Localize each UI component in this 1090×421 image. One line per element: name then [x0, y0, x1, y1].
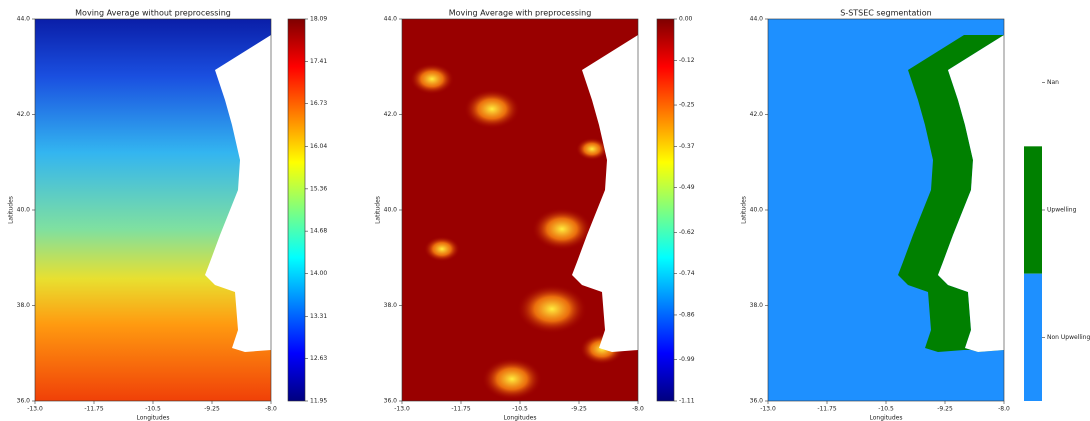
class-label: Nan	[1047, 79, 1059, 86]
class-swatch	[1024, 146, 1042, 274]
land	[938, 18, 1005, 352]
x-axis-label: Longitudes	[870, 415, 903, 421]
class-swatch	[1024, 273, 1042, 401]
panel: Moving Average with preprocessing Longitu…	[375, 9, 695, 421]
colorbar-tick-label: 15.36	[310, 185, 327, 192]
y-tick-label: 40.0	[384, 207, 398, 214]
land	[572, 18, 639, 352]
y-tick-label: 42.0	[17, 111, 31, 118]
land	[205, 18, 272, 352]
colorbar-tick-label: -0.62	[679, 229, 695, 236]
colorbar-tick-label: 17.41	[310, 58, 327, 65]
chart-title: Moving Average without preprocessing	[75, 9, 231, 18]
chart-title: S-STSEC segmentation	[840, 9, 932, 18]
x-tick-label: -13.0	[27, 406, 43, 413]
x-tick-label: -10.5	[512, 406, 528, 413]
class-label: Upwelling	[1047, 207, 1077, 214]
x-tick-label: -8.0	[265, 406, 277, 413]
anomaly	[424, 236, 460, 262]
y-tick-label: 38.0	[384, 302, 398, 309]
colorbar-tick-label: -0.25	[679, 102, 695, 109]
colorbar-tick-label: 18.09	[310, 16, 327, 23]
x-tick-label: -10.5	[145, 406, 161, 413]
x-axis-label: Longitudes	[504, 415, 537, 421]
colorbar-frame	[287, 18, 306, 402]
x-tick-label: -13.0	[394, 406, 410, 413]
class-swatch	[1024, 19, 1042, 147]
panel: S-STSEC segmentation Longitudes Latitudes -…	[741, 9, 1090, 421]
colorbar-tick-label: -0.99	[679, 356, 695, 363]
y-axis-label: Latitudes	[375, 196, 382, 224]
x-tick-label: -11.75	[451, 406, 471, 413]
colorbar-tick-label: 11.95	[310, 398, 327, 405]
x-tick-label: -9.25	[571, 406, 587, 413]
y-tick-label: 42.0	[384, 111, 398, 118]
colorbar	[288, 19, 305, 401]
y-tick-label: 36.0	[750, 398, 764, 405]
y-axis-label: Latitudes	[8, 196, 15, 224]
colorbar-tick-label: -0.12	[679, 57, 695, 64]
class-label: Non Upwelling	[1047, 334, 1090, 341]
colorbar-tick-label: -0.49	[679, 184, 695, 191]
x-tick-label: -11.75	[817, 406, 837, 413]
colorbar-tick-label: 14.00	[310, 270, 327, 277]
colorbar-tick-label: -0.86	[679, 311, 695, 318]
colorbar-tick-label: 0.00	[679, 16, 693, 23]
x-axis-label: Longitudes	[137, 415, 170, 421]
anomaly	[464, 89, 520, 129]
colorbar-tick-label: 12.63	[310, 355, 327, 362]
anomaly	[532, 208, 592, 250]
panel: Moving Average without preprocessing Long…	[8, 9, 328, 421]
colorbar-tick-label: 13.31	[310, 313, 327, 320]
y-tick-label: 44.0	[384, 16, 398, 23]
y-tick-label: 36.0	[17, 398, 31, 405]
colorbar-tick-label: 16.04	[310, 143, 327, 150]
anomaly	[410, 63, 454, 95]
anomaly	[482, 358, 542, 400]
colorbar-tick-label: -0.37	[679, 143, 695, 150]
y-tick-label: 44.0	[17, 16, 31, 23]
y-tick-label: 36.0	[384, 398, 398, 405]
y-tick-label: 38.0	[750, 302, 764, 309]
x-tick-label: -9.25	[204, 406, 220, 413]
chart-title: Moving Average with preprocessing	[449, 9, 592, 18]
colorbar-tick-label: 14.68	[310, 228, 327, 235]
y-tick-label: 40.0	[750, 207, 764, 214]
x-tick-label: -10.5	[878, 406, 894, 413]
x-tick-label: -11.75	[84, 406, 104, 413]
colorbar-frame	[656, 18, 675, 402]
x-tick-label: -8.0	[998, 406, 1010, 413]
y-tick-label: 44.0	[750, 16, 764, 23]
y-tick-label: 38.0	[17, 302, 31, 309]
colorbar-tick-label: -1.11	[679, 398, 695, 405]
x-tick-label: -9.25	[937, 406, 953, 413]
y-tick-label: 42.0	[750, 111, 764, 118]
y-axis-label: Latitudes	[741, 196, 748, 224]
colorbar-tick-label: 16.73	[310, 100, 327, 107]
colorbar	[657, 19, 674, 401]
y-tick-label: 40.0	[17, 207, 31, 214]
colorbar-tick-label: -0.74	[679, 270, 695, 277]
x-tick-label: -8.0	[632, 406, 644, 413]
x-tick-label: -13.0	[760, 406, 776, 413]
anomaly	[517, 284, 587, 334]
upwelling-zone	[898, 35, 1004, 352]
anomaly	[576, 137, 608, 161]
